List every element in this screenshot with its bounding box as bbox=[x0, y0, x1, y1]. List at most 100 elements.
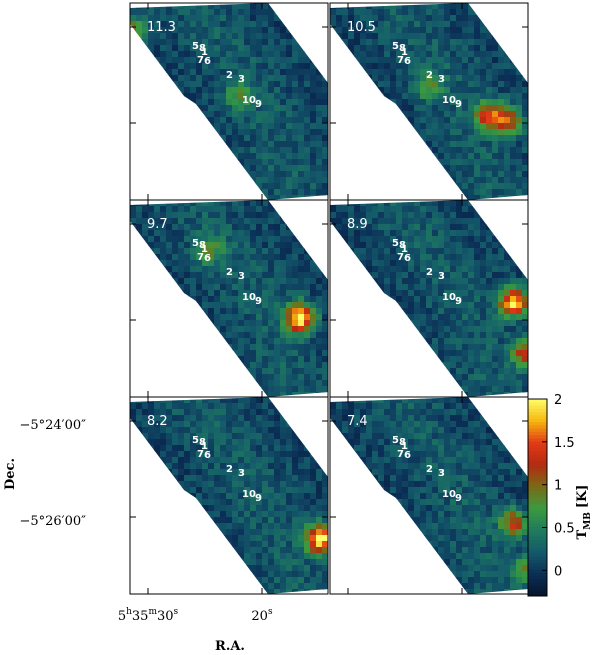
map-pixel bbox=[172, 93, 179, 100]
map-pixel bbox=[226, 147, 233, 154]
map-pixel bbox=[208, 242, 215, 249]
map-pixel bbox=[190, 356, 197, 363]
map-pixel bbox=[154, 481, 161, 488]
map-pixel bbox=[148, 81, 155, 88]
map-pixel bbox=[438, 15, 445, 22]
map-pixel bbox=[408, 33, 415, 40]
map-pixel bbox=[196, 75, 203, 82]
map-pixel bbox=[420, 344, 427, 351]
map-pixel bbox=[304, 45, 311, 52]
map-pixel bbox=[148, 248, 155, 255]
map-pixel bbox=[510, 117, 517, 124]
map-pixel bbox=[280, 9, 287, 16]
map-pixel bbox=[154, 242, 161, 249]
map-pixel bbox=[190, 380, 197, 387]
map-pixel bbox=[492, 177, 499, 184]
map-pixel bbox=[366, 314, 373, 321]
map-pixel bbox=[462, 218, 469, 225]
map-pixel bbox=[462, 93, 469, 100]
map-pixel bbox=[492, 266, 499, 273]
map-pixel bbox=[522, 165, 528, 172]
map-pixel bbox=[160, 457, 167, 464]
map-pixel bbox=[226, 475, 233, 482]
map-pixel bbox=[438, 81, 445, 88]
map-pixel bbox=[298, 403, 305, 410]
map-pixel bbox=[154, 129, 161, 136]
map-pixel bbox=[232, 362, 239, 369]
map-pixel bbox=[184, 183, 191, 190]
map-pixel bbox=[178, 99, 185, 106]
map-pixel bbox=[172, 177, 179, 184]
map-pixel bbox=[304, 415, 311, 422]
map-pixel bbox=[154, 308, 161, 315]
map-pixel bbox=[330, 75, 337, 82]
map-pixel bbox=[304, 189, 311, 196]
map-pixel bbox=[480, 248, 487, 255]
map-pixel bbox=[298, 254, 305, 261]
map-pixel bbox=[202, 200, 209, 207]
map-pixel bbox=[480, 212, 487, 219]
map-pixel bbox=[178, 260, 185, 267]
map-pixel bbox=[402, 230, 409, 237]
source-label: 6 bbox=[404, 253, 411, 264]
map-pixel bbox=[280, 326, 287, 333]
map-pixel bbox=[432, 51, 439, 58]
map-pixel bbox=[250, 433, 257, 440]
map-pixel bbox=[268, 63, 275, 70]
map-pixel bbox=[190, 87, 197, 94]
map-pixel bbox=[268, 457, 275, 464]
map-pixel bbox=[280, 296, 287, 303]
map-pixel bbox=[360, 230, 367, 237]
map-pixel bbox=[274, 278, 281, 285]
map-pixel bbox=[226, 27, 233, 34]
map-pixel bbox=[274, 123, 281, 130]
map-pixel bbox=[432, 189, 439, 196]
map-pixel bbox=[172, 3, 179, 10]
map-pixel bbox=[148, 123, 155, 130]
map-pixel bbox=[268, 45, 275, 52]
source-labels: 5 817 62 310 9 bbox=[192, 238, 262, 307]
map-pixel bbox=[244, 189, 251, 196]
map-pixel bbox=[136, 296, 143, 303]
map-pixel bbox=[238, 200, 245, 207]
map-pixel bbox=[444, 171, 451, 178]
map-pixel bbox=[130, 290, 137, 297]
map-pixel bbox=[190, 165, 197, 172]
map-pixel bbox=[160, 99, 167, 106]
map-pixel bbox=[166, 374, 173, 381]
map-pixel bbox=[148, 475, 155, 482]
map-pixel bbox=[220, 415, 227, 422]
map-pixel bbox=[516, 195, 523, 200]
map-pixel bbox=[304, 39, 311, 46]
map-pixel bbox=[130, 451, 137, 458]
map-pixel bbox=[366, 9, 373, 16]
map-pixel bbox=[402, 39, 409, 46]
map-pixel bbox=[232, 469, 239, 476]
map-pixel bbox=[292, 481, 299, 488]
map-pixel bbox=[274, 27, 281, 34]
map-pixel bbox=[166, 99, 173, 106]
map-pixel bbox=[390, 266, 397, 273]
map-pixel bbox=[226, 242, 233, 249]
source-label: 7 bbox=[397, 55, 404, 66]
map-pixel bbox=[298, 93, 305, 100]
map-pixel bbox=[148, 296, 155, 303]
map-pixel bbox=[298, 314, 305, 321]
map-pixel bbox=[214, 15, 221, 22]
map-pixel bbox=[342, 266, 349, 273]
map-pixel bbox=[166, 33, 173, 40]
map-pixel bbox=[274, 177, 281, 184]
map-pixel bbox=[232, 123, 239, 130]
map-pixel bbox=[360, 129, 367, 136]
map-pixel bbox=[486, 254, 493, 261]
map-pixel bbox=[444, 362, 451, 369]
map-pixel bbox=[420, 141, 427, 148]
map-pixel bbox=[166, 272, 173, 279]
map-pixel bbox=[220, 63, 227, 70]
map-pixel bbox=[408, 320, 415, 327]
map-pixel bbox=[136, 403, 143, 410]
map-pixel bbox=[190, 3, 197, 10]
map-pixel bbox=[354, 9, 361, 16]
map-pixel bbox=[462, 242, 469, 249]
map-pixel bbox=[310, 403, 317, 410]
